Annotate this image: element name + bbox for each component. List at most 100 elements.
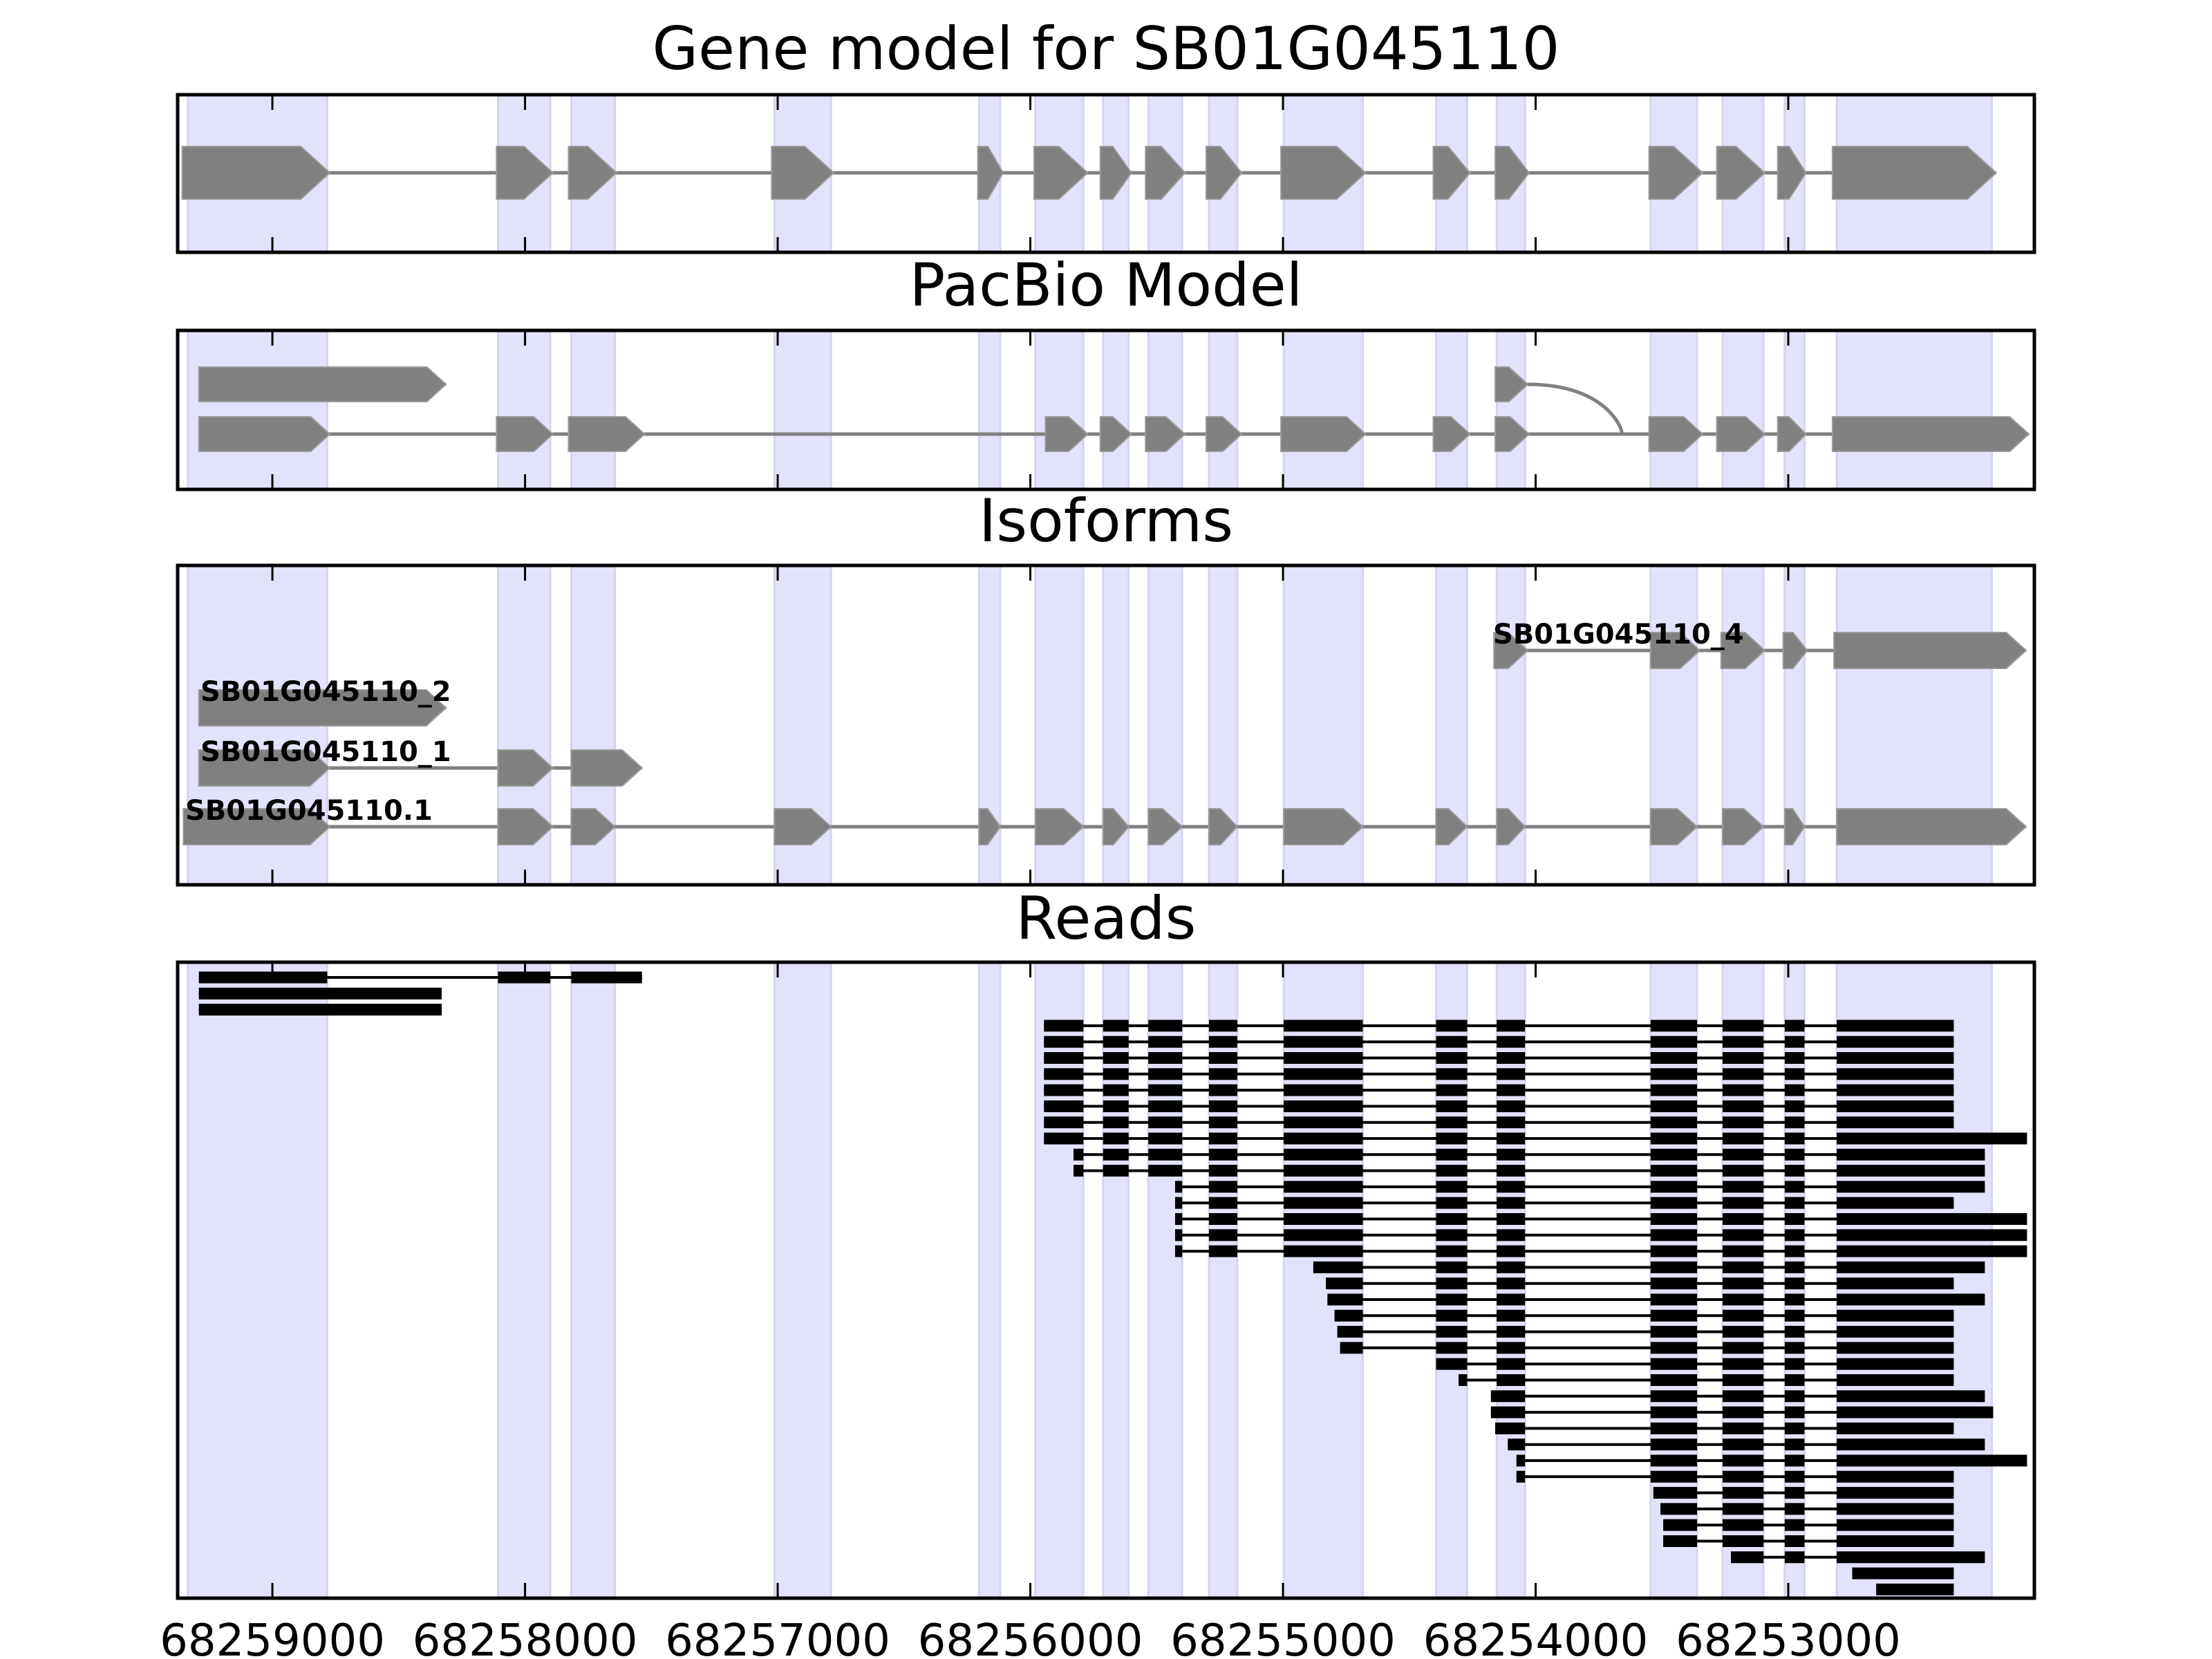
exon-shade [773, 329, 832, 491]
read-block [1722, 1406, 1764, 1418]
exon-arrow [568, 416, 646, 452]
read-block [1497, 1148, 1526, 1161]
read-block [1784, 1438, 1805, 1451]
read-block [1174, 1181, 1183, 1193]
read-block [1044, 1068, 1084, 1080]
exon-arrow [1782, 632, 1808, 669]
exon-shade [977, 961, 1002, 1600]
read-block [1497, 1116, 1526, 1129]
read-block [1663, 1519, 1698, 1531]
read-block [1074, 1165, 1084, 1177]
read-block [1837, 1551, 1985, 1564]
read-block [1436, 1342, 1468, 1354]
read-block [1722, 1132, 1764, 1145]
read-block [1837, 1245, 2027, 1257]
exon-arrow [1777, 146, 1807, 200]
panel-pacbio-model [176, 328, 2036, 491]
read-block [1784, 1084, 1805, 1096]
exon-shade [1208, 329, 1239, 491]
read-block [1837, 1422, 1954, 1434]
read-block [1174, 1213, 1183, 1225]
read-block [1497, 1068, 1526, 1080]
read-block [1284, 1181, 1363, 1193]
read-block [1837, 1438, 1985, 1451]
read-block [1650, 1165, 1698, 1177]
read-block [1650, 1309, 1698, 1322]
read [1174, 1229, 2027, 1241]
read-block [1208, 1181, 1237, 1193]
read-block [1837, 1406, 1994, 1418]
exon-shade [496, 329, 552, 491]
read-block [1044, 1132, 1084, 1145]
read-block [1784, 1454, 1805, 1467]
exon-arrow [570, 808, 617, 845]
read [1436, 1358, 1954, 1370]
exon-shade [1649, 329, 1698, 491]
read-block [1284, 1213, 1363, 1225]
read-block [1326, 1277, 1363, 1290]
read [1660, 1503, 1954, 1515]
read [1516, 1470, 1954, 1483]
read [1340, 1342, 1954, 1354]
axes-frame [176, 93, 2036, 254]
exon-arrow [1649, 808, 1698, 845]
read-block [1436, 1165, 1468, 1177]
read-block [1784, 1519, 1805, 1531]
read-block [1837, 1035, 1954, 1048]
exon-arrow [1044, 416, 1089, 452]
read-block [1650, 1406, 1698, 1418]
read-block [1044, 1020, 1084, 1032]
read-block [1327, 1293, 1363, 1306]
read-block [1174, 1245, 1183, 1257]
exon-arrow [1283, 808, 1365, 845]
exon-shade [1435, 329, 1468, 491]
exon-arrow [774, 808, 832, 845]
read-block [1650, 1132, 1698, 1145]
exon-arrow [1494, 146, 1530, 200]
read [1663, 1519, 1954, 1531]
read [1044, 1020, 1954, 1032]
read-block [1436, 1277, 1468, 1290]
read-block [1731, 1551, 1764, 1564]
read-block [1148, 1020, 1183, 1032]
read-block [1784, 1503, 1805, 1515]
read-block [1208, 1245, 1237, 1257]
read-block [1284, 1035, 1363, 1048]
exon-shade [187, 961, 328, 1600]
exon-arrow [1147, 808, 1183, 845]
read-block [1284, 1100, 1363, 1112]
read-block [1852, 1567, 1954, 1580]
read-block [1837, 1374, 1954, 1386]
exon-arrow [978, 808, 1002, 845]
title-gene-model: Gene model for SB01G045110 [653, 15, 1560, 84]
read-block [1722, 1035, 1764, 1048]
read-block [1660, 1503, 1698, 1515]
read-block [1148, 1100, 1183, 1112]
read-block [1837, 1293, 1985, 1306]
read-block [1784, 1068, 1805, 1080]
read-block [1650, 1197, 1698, 1209]
read-block [1497, 1374, 1526, 1386]
title-pacbio-model: PacBio Model [909, 251, 1302, 320]
read-block [1784, 1116, 1805, 1129]
read-block [1436, 1358, 1468, 1370]
read-block [1284, 1197, 1363, 1209]
read-block [1722, 1293, 1764, 1306]
read [1174, 1197, 1954, 1209]
exon-arrow [1280, 416, 1367, 452]
read-block [1837, 1454, 2027, 1467]
exon-shade [496, 961, 552, 1600]
exon-arrow [1435, 808, 1468, 845]
read-block [1284, 1165, 1363, 1177]
read-block [1650, 1100, 1698, 1112]
read-block [1837, 1165, 1985, 1177]
exon-shade [773, 961, 832, 1600]
read-block [1722, 1068, 1764, 1080]
read [1044, 1084, 1954, 1096]
exon-shade [977, 329, 1002, 491]
read-block [1103, 1035, 1129, 1048]
exon-arrow [198, 749, 331, 787]
read-block [1516, 1454, 1526, 1467]
read-block [1436, 1197, 1468, 1209]
read [1174, 1213, 2027, 1225]
